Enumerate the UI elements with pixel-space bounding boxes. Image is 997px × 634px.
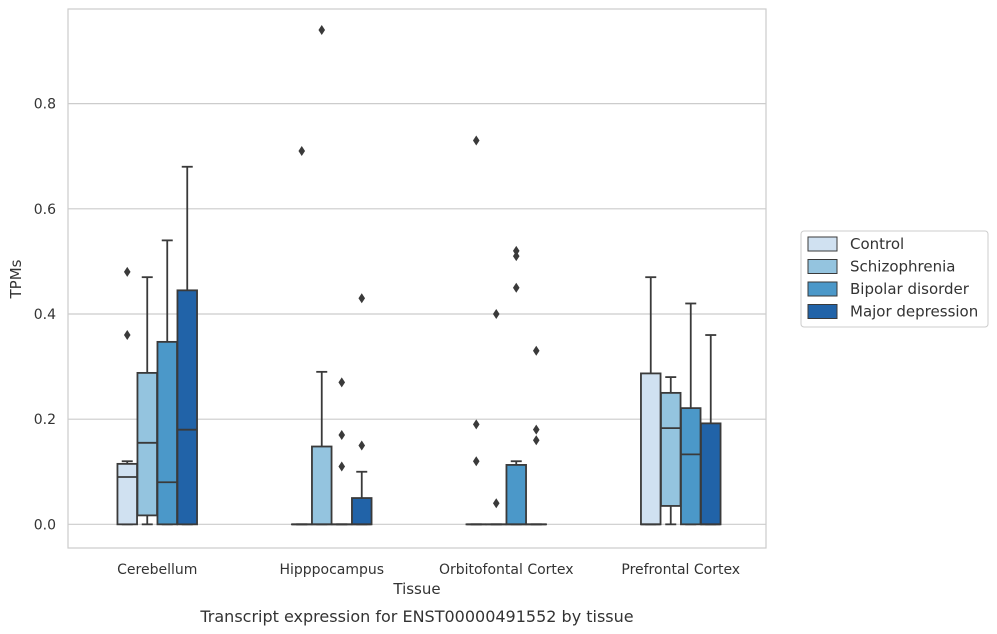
outlier-point (492, 498, 500, 509)
legend: Control Schizophrenia Bipolar disorder Majo… (800, 230, 989, 328)
outlier-point (512, 251, 520, 262)
outlier-point (358, 440, 366, 451)
y-tick-label: 0.6 (34, 202, 56, 218)
box-plot-marks (116, 25, 722, 526)
y-tick-label: 0.8 (34, 97, 56, 113)
legend-swatch (807, 259, 838, 274)
box-body (156, 340, 178, 526)
y-tick-label: 0.0 (34, 517, 56, 533)
outlier-point (338, 429, 346, 440)
outlier-point (472, 135, 480, 146)
outlier-point (338, 461, 346, 472)
box-3-3 (700, 334, 722, 526)
legend-label: Bipolar disorder (850, 280, 970, 298)
legend-swatch (807, 236, 838, 252)
x-tick-label: Orbitofontal Cortex (439, 562, 574, 578)
outlier-point (512, 282, 520, 293)
outlier-point (512, 245, 520, 256)
legend-swatch (807, 304, 838, 319)
box-body (116, 462, 138, 526)
box-body (680, 407, 702, 526)
box-1-1 (311, 25, 333, 526)
outlier-point (532, 435, 540, 446)
outlier-point (318, 25, 326, 36)
box-0-2 (465, 135, 487, 526)
box-0-0 (116, 266, 138, 526)
outlier-point (338, 377, 346, 388)
box-body (351, 497, 373, 526)
legend-frame (800, 230, 989, 328)
outlier-point (123, 266, 131, 277)
y-tick-label: 0.2 (34, 412, 56, 428)
y-axis-ticks: 0.0 0.2 0.4 0.6 0.8 (34, 97, 56, 534)
box-body (640, 372, 662, 526)
x-axis-ticks: Cerebellum Hipppocampus Orbitofontal Corte… (117, 562, 740, 578)
x-tick-label: Hipppocampus (279, 562, 384, 578)
x-tick-label: Prefrontal Cortex (621, 562, 740, 578)
outlier-point (492, 308, 500, 319)
outlier-point (123, 330, 131, 341)
box-2-3 (680, 302, 702, 526)
box-3-2 (525, 345, 547, 526)
outlier-point (472, 419, 480, 430)
y-axis-label: TPMs (7, 259, 25, 299)
outlier-point (358, 293, 366, 304)
legend-label: Major depression (850, 303, 978, 321)
outlier-point (532, 424, 540, 435)
outlier-point (298, 145, 306, 156)
box-body (660, 391, 682, 507)
legend-label: Schizophrenia (850, 258, 955, 276)
box-body (505, 464, 527, 526)
x-tick-label: Cerebellum (117, 562, 197, 578)
box-body (136, 371, 158, 517)
y-tick-label: 0.4 (34, 307, 56, 323)
box-body (311, 445, 333, 526)
box-1-2 (485, 308, 507, 526)
box-3-0 (176, 165, 198, 526)
chart-caption: Transcript expression for ENST0000049155… (199, 607, 633, 626)
box-body (176, 289, 198, 526)
plot-frame (67, 8, 767, 549)
box-1-3 (660, 376, 682, 526)
outlier-point (532, 345, 540, 356)
outlier-point (472, 456, 480, 467)
box-body (700, 422, 722, 526)
legend-label: Control (850, 235, 904, 253)
box-3-1 (351, 293, 373, 526)
x-axis-label: Tissue (392, 580, 440, 598)
legend-swatch (807, 281, 838, 297)
box-2-2 (505, 245, 527, 526)
